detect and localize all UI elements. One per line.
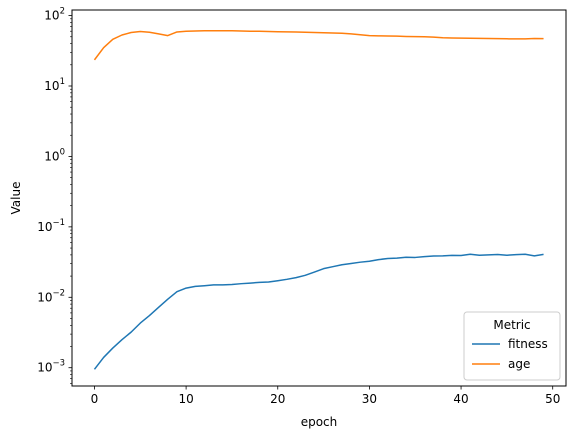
legend: Metric fitness age	[463, 311, 561, 381]
x-tick-label: 40	[453, 392, 468, 406]
x-axis-label: epoch	[301, 415, 338, 429]
y-axis: 10−3 10−2 10−1 100 101 102	[37, 7, 72, 384]
x-tick-label: 0	[91, 392, 99, 406]
plot-frame	[71, 9, 567, 387]
x-tick-label: 20	[270, 392, 285, 406]
legend-label-fitness: fitness	[508, 337, 548, 351]
x-tick-label: 10	[178, 392, 193, 406]
x-tick-label: 30	[362, 392, 377, 406]
x-axis: 0 10 20 30 40 50	[91, 386, 560, 406]
y-tick-label: 101	[44, 77, 65, 93]
x-tick-label: 50	[545, 392, 560, 406]
y-tick-label: 10−2	[37, 288, 65, 304]
legend-label-age: age	[508, 357, 530, 371]
series-layer	[93, 29, 544, 370]
y-tick-label: 102	[44, 7, 65, 23]
y-axis-label: Value	[9, 182, 23, 215]
series-line-fitness	[93, 253, 544, 370]
y-tick-label: 10−3	[37, 359, 65, 375]
legend-title: Metric	[493, 318, 530, 332]
y-tick-label: 100	[44, 147, 65, 163]
legend-box	[463, 311, 561, 381]
series-line-age	[93, 29, 544, 61]
y-tick-label: 10−1	[37, 218, 65, 234]
